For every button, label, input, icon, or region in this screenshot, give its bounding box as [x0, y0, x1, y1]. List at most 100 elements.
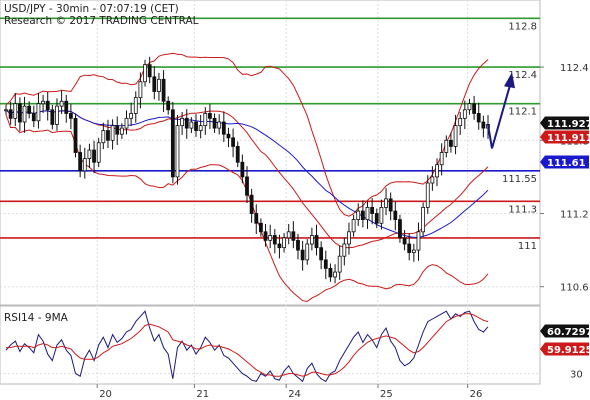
candle-body-3 — [18, 103, 22, 123]
candle-body-44 — [208, 113, 212, 119]
level-label-0: 112.8 — [508, 21, 537, 32]
candle-body-78 — [365, 206, 370, 220]
y-tick-label-2: 111.2 — [560, 210, 589, 221]
candle-body-80 — [374, 213, 379, 224]
candle-body-26 — [124, 117, 129, 129]
x-tick-label-3: 25 — [380, 389, 393, 400]
candle-body-52 — [245, 176, 249, 196]
level-label-1: 112.4 — [508, 70, 537, 81]
candle-body-68 — [319, 247, 324, 261]
candle-body-70 — [328, 267, 333, 278]
x-tick-label-1: 21 — [196, 389, 209, 400]
candle-body-19 — [92, 149, 96, 163]
candle-body-41 — [194, 121, 198, 131]
level-label-5: 111 — [518, 241, 537, 252]
rsi-series-1 — [6, 313, 489, 377]
candle-body-38 — [180, 117, 185, 127]
forecast-arrow — [487, 72, 515, 149]
candle-body-76 — [356, 210, 361, 220]
rsi-tag-0-bg — [540, 324, 589, 338]
candle-body-99 — [462, 109, 467, 119]
candle-body-46 — [217, 121, 222, 129]
candle-body-95 — [444, 139, 449, 153]
candle-body-81 — [379, 206, 384, 224]
candle-body-0 — [4, 109, 8, 112]
candle-body-65 — [305, 243, 310, 261]
candle-body-90 — [421, 206, 426, 233]
candle-body-29 — [138, 81, 143, 98]
candle-body-51 — [240, 161, 245, 178]
candle-body-58 — [272, 235, 277, 245]
candle-body-71 — [333, 271, 337, 278]
candle-body-66 — [309, 235, 314, 245]
price-tag-0-label: 111.927 — [547, 119, 590, 130]
candle-body-35 — [166, 100, 171, 111]
candle-body-15 — [73, 117, 78, 153]
candle-body-100 — [467, 103, 472, 111]
candle-body-103 — [481, 121, 486, 129]
candle-body-1 — [8, 109, 13, 119]
candle-body-55 — [259, 222, 263, 233]
candle-body-43 — [203, 113, 208, 127]
candle-body-5 — [27, 105, 32, 114]
candle-body-96 — [449, 139, 453, 147]
candle-body-77 — [360, 210, 365, 220]
candle-body-102 — [476, 113, 481, 123]
price-tag-2-label: 111.61 — [547, 158, 586, 169]
candle-body-69 — [323, 259, 328, 269]
candle-body-75 — [351, 219, 356, 233]
candle-body-85 — [398, 219, 402, 239]
candle-body-20 — [96, 142, 101, 163]
candle-body-40 — [189, 121, 194, 129]
candle-body-79 — [370, 206, 375, 214]
candle-body-88 — [411, 249, 416, 253]
candle-body-63 — [296, 239, 300, 251]
candle-body-84 — [393, 210, 398, 220]
candle-body-23 — [110, 125, 115, 141]
candle-body-14 — [68, 113, 73, 119]
rsi-tag-1-label: 59.9125 — [547, 345, 590, 356]
rsi-tag-1-bg — [540, 342, 589, 356]
candle-body-7 — [36, 103, 41, 122]
candle-body-17 — [82, 158, 87, 172]
candle-body-54 — [254, 213, 259, 224]
level-label-2: 112.1 — [508, 107, 537, 118]
price-tags: 111.927 111.911 111.61 60.7297 59.9125 — [540, 116, 590, 356]
x-tick-label-0: 20 — [99, 389, 112, 400]
candle-body-97 — [453, 125, 458, 147]
candle-body-101 — [472, 103, 476, 114]
candle-body-93 — [435, 164, 439, 178]
level-label-3: 111.55 — [502, 174, 537, 185]
price-tag-0-bg — [540, 116, 589, 130]
rsi-lines — [5, 310, 489, 383]
x-axis: 20 21 24 25 26 — [96, 384, 482, 400]
candle-body-32 — [152, 76, 157, 92]
candle-body-61 — [286, 231, 291, 239]
candle-body-53 — [249, 194, 254, 214]
candle-body-56 — [263, 231, 268, 241]
candle-body-11 — [55, 105, 59, 125]
candle-body-4 — [22, 105, 27, 123]
candle-body-62 — [291, 231, 296, 241]
candle-body-59 — [277, 243, 282, 249]
candle-body-83 — [388, 198, 393, 212]
candle-body-13 — [64, 100, 69, 114]
candle-body-60 — [282, 237, 286, 249]
candle-body-18 — [87, 149, 92, 159]
rsi-panel-title: RSI14 - 9MA — [4, 312, 69, 324]
candle-body-50 — [235, 145, 240, 163]
candle-body-8 — [41, 100, 45, 105]
price-tag-1-bg — [540, 130, 589, 144]
candle-body-48 — [226, 133, 231, 139]
candle-body-57 — [268, 235, 273, 241]
candle-body-33 — [157, 78, 161, 92]
rsi-tag-0-label: 60.7297 — [547, 327, 590, 338]
candle-body-34 — [161, 78, 166, 102]
candle-body-82 — [384, 198, 388, 208]
candle-body-31 — [147, 64, 152, 78]
rsi-series-0 — [5, 310, 489, 383]
candle-body-24 — [115, 125, 120, 135]
chart-header-line2: Research © 2017 TRADING CENTRAL — [4, 15, 199, 27]
forecast-path — [487, 84, 511, 149]
